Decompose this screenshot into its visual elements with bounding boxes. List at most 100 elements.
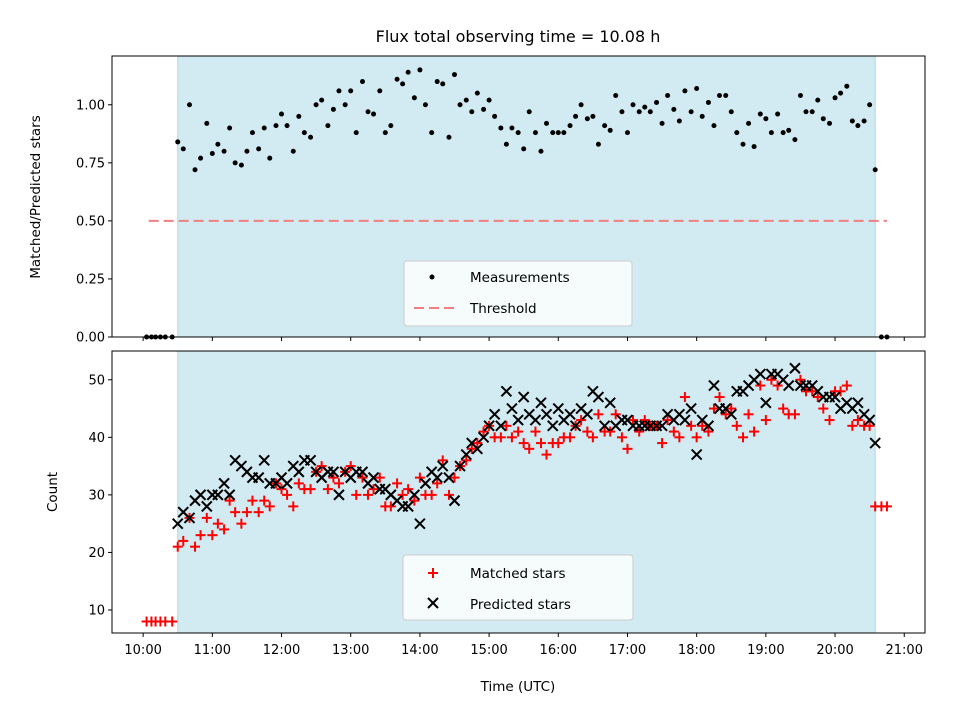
- matched-point: [535, 438, 546, 449]
- matched-point: [495, 432, 506, 443]
- measurement-point: [382, 130, 388, 136]
- matched-point: [212, 518, 223, 529]
- measurement-point: [861, 118, 867, 124]
- matched-point: [449, 472, 460, 483]
- measurement-point: [665, 92, 671, 98]
- legend: Measurements Threshold: [403, 260, 633, 327]
- measurement-point: [284, 123, 290, 129]
- y-tick-label: 50: [88, 373, 105, 388]
- matched-point: [587, 432, 598, 443]
- measurement-point: [301, 130, 307, 136]
- y-tick-label: 30: [88, 488, 105, 503]
- predicted-point: [471, 443, 484, 455]
- matched-point: [668, 426, 679, 437]
- x-tick-label: 14:00: [401, 643, 438, 658]
- plot-frame: [111, 350, 926, 634]
- x-tick-label: 16:00: [540, 643, 577, 658]
- measurement-point: [503, 141, 509, 147]
- predicted-point: [454, 460, 466, 472]
- predicted-point: [592, 391, 605, 403]
- predicted-point: [656, 420, 668, 432]
- matched-point: [264, 501, 275, 512]
- measurement-point: [469, 109, 475, 115]
- measurement-point: [642, 104, 648, 110]
- matched-point: [178, 535, 189, 546]
- matched-point: [703, 426, 714, 437]
- matched-point: [616, 432, 627, 443]
- measurement-point: [348, 88, 354, 94]
- predicted-point: [547, 420, 559, 432]
- measurement-point: [481, 106, 487, 112]
- matched-point: [541, 449, 552, 460]
- matched-point: [720, 409, 731, 420]
- measurement-point: [647, 109, 653, 115]
- predicted-point: [201, 500, 213, 513]
- predicted-point: [679, 414, 691, 426]
- matched-point: [472, 438, 483, 449]
- matched-point: [414, 472, 425, 483]
- predicted-point: [408, 489, 421, 501]
- measurement-point: [740, 141, 746, 147]
- x-tick-label: 21:00: [886, 643, 923, 658]
- measurement-point: [509, 125, 515, 131]
- matched-point: [253, 507, 264, 518]
- predicted-point: [529, 414, 542, 426]
- matched-point: [824, 415, 835, 426]
- predicted-point: [212, 489, 224, 501]
- matched-point: [639, 415, 650, 426]
- measurement-point: [555, 130, 561, 136]
- measurement-point: [832, 95, 838, 101]
- matched-point: [881, 501, 892, 512]
- measurement-point: [717, 92, 723, 98]
- matched-point: [236, 518, 247, 529]
- predicted-point: [581, 408, 594, 421]
- count-points: [141, 362, 892, 627]
- predicted-point: [564, 408, 576, 421]
- matched-point: [778, 403, 789, 414]
- measurement-point: [342, 102, 348, 108]
- matched-point: [190, 541, 201, 552]
- matched-point: [686, 420, 697, 431]
- measurement-point: [711, 123, 717, 129]
- y-axis-ticks: 10 20 30 40 50: [88, 373, 112, 618]
- measurement-point: [486, 97, 492, 103]
- measurement-point: [659, 120, 665, 126]
- matched-point: [443, 489, 454, 500]
- measurement-point: [394, 76, 400, 82]
- y-tick-label: 1.00: [76, 98, 105, 113]
- measurement-point: [728, 109, 734, 115]
- measurement-point: [734, 130, 740, 136]
- predicted-point: [506, 402, 518, 415]
- measurement-point: [377, 88, 383, 94]
- matched-point: [565, 432, 576, 443]
- matched-point: [259, 495, 270, 506]
- matched-point: [634, 426, 645, 437]
- chart-title: Flux total observing time = 10.08 h: [376, 27, 661, 46]
- measurement-point: [296, 113, 302, 119]
- matched-point: [524, 443, 535, 454]
- predicted-point: [852, 397, 864, 409]
- measurement-point: [867, 102, 873, 108]
- y-tick-label: 0.25: [76, 272, 105, 287]
- matched-point: [835, 386, 846, 397]
- measurement-point: [775, 111, 781, 117]
- matched-point: [241, 507, 252, 518]
- measurement-point: [353, 130, 359, 136]
- matched-point: [622, 443, 633, 454]
- predicted-point: [258, 454, 270, 467]
- measurement-point: [319, 97, 325, 103]
- matched-point: [679, 392, 690, 403]
- predicted-point: [414, 517, 426, 530]
- y-axis-label: Matched/Predicted stars: [28, 115, 44, 278]
- predicted-point: [495, 420, 507, 432]
- measurement-point: [526, 109, 532, 115]
- measurement-point: [330, 106, 336, 112]
- matched-point: [755, 380, 766, 391]
- measurement-point: [209, 151, 215, 157]
- measurement-point: [492, 113, 498, 119]
- x-tick-label: 19:00: [747, 643, 784, 658]
- measurement-point: [434, 79, 440, 85]
- measurement-point: [630, 102, 636, 108]
- measurement-point: [422, 102, 428, 108]
